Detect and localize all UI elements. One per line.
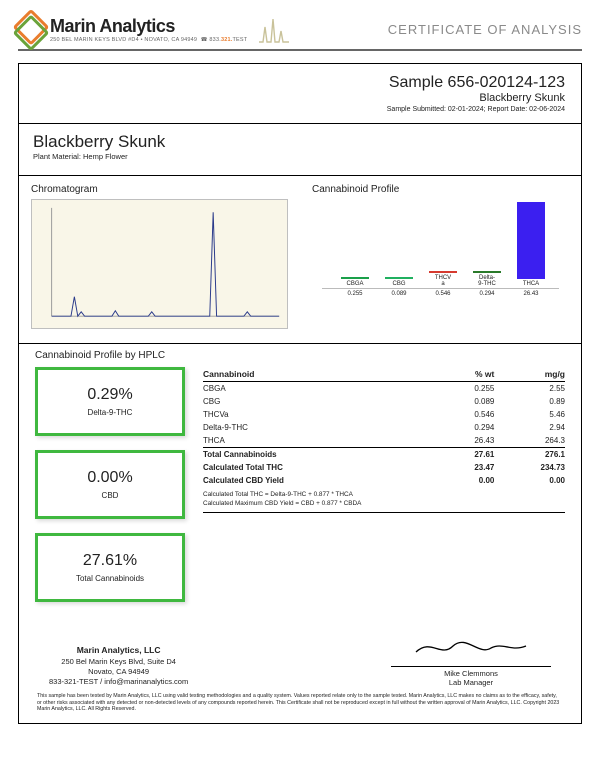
calc-notes: Calculated Total THC = Delta-9-THC + 0.8… <box>203 491 565 513</box>
chromatogram-panel: Chromatogram <box>19 180 300 339</box>
bar <box>429 271 457 273</box>
bar-column: THCVa <box>428 271 458 288</box>
cannabinoid-table: Cannabinoid% wtmg/g CBGA0.2552.55CBG0.08… <box>203 367 565 602</box>
hplc-title: Cannabinoid Profile by HPLC <box>19 348 581 367</box>
bar-value: 26.43 <box>523 291 538 297</box>
summary-box: 0.00% CBD <box>35 450 185 519</box>
bar-label: CBG <box>392 281 405 288</box>
summary-value: 0.00% <box>44 469 176 487</box>
table-total-row: Total Cannabinoids27.61276.1 <box>203 448 565 462</box>
content-frame: Sample 656-020124-123 Blackberry Skunk S… <box>18 63 582 724</box>
table-row: CBGA0.2552.55 <box>203 382 565 396</box>
disclaimer-text: This sample has been tested by Marin Ana… <box>19 693 581 723</box>
bar-column: THCA <box>516 202 546 288</box>
bar-value: 0.089 <box>391 291 406 297</box>
footer: Marin Analytics, LLC 250 Bel Marin Keys … <box>19 618 581 693</box>
summary-label: Delta-9-THC <box>44 408 176 417</box>
sample-name: Blackberry Skunk <box>35 92 565 104</box>
profile-panel: Cannabinoid Profile CBGA CBG THCVa Delta-9-… <box>300 180 581 339</box>
coa-title: CERTIFICATE OF ANALYSIS <box>388 22 582 37</box>
chromatogram-chart <box>31 199 288 329</box>
summary-label: Total Cannabinoids <box>44 574 176 583</box>
bar-column: CBGA <box>340 277 370 288</box>
hplc-section: 0.29% Delta-9-THC 0.00% CBD 27.61% Total Cann… <box>19 367 581 618</box>
brand-text: Marin Analytics 250 BEL MARIN KEYS BLVD … <box>50 16 247 43</box>
bar-value: 0.546 <box>435 291 450 297</box>
table-row: CBG0.0890.89 <box>203 395 565 408</box>
bar-value: 0.255 <box>347 291 362 297</box>
product-block: Blackberry Skunk Plant Material: Hemp Fl… <box>19 128 581 171</box>
table-header: mg/g <box>494 367 565 382</box>
divider <box>19 123 581 124</box>
header-peaks-icon <box>259 17 289 43</box>
signature-block: Mike Clemmons Lab Manager <box>391 636 551 687</box>
bar-label: THCA <box>523 281 539 288</box>
bar-label: CBGA <box>346 281 363 288</box>
summary-box: 0.29% Delta-9-THC <box>35 367 185 436</box>
bar-label: THCVa <box>435 275 451 288</box>
charts-row: Chromatogram Cannabinoid Profile CBGACBG… <box>19 180 581 339</box>
product-material: Plant Material: Hemp Flower <box>33 152 567 161</box>
bar-values-row: 0.255 0.089 0.546 0.294 26.43 <box>322 289 559 297</box>
bar-column: Delta-9-THC <box>472 271 502 288</box>
table-total-row: Calculated CBD Yield0.000.00 <box>203 474 565 487</box>
company-name: Marin Analytics <box>50 16 247 37</box>
bar <box>517 202 545 280</box>
summary-value: 0.29% <box>44 386 176 404</box>
summary-label: CBD <box>44 491 176 500</box>
lab-logo-icon <box>13 11 50 48</box>
profile-title: Cannabinoid Profile <box>312 184 569 195</box>
table-row: THCA26.43264.3 <box>203 434 565 448</box>
lab-address: Marin Analytics, LLC 250 Bel Marin Keys … <box>49 645 188 687</box>
company-subline: 250 BEL MARIN KEYS BLVD #D4 • NOVATO, CA… <box>50 37 247 43</box>
summary-boxes: 0.29% Delta-9-THC 0.00% CBD 27.61% Total Cann… <box>35 367 185 602</box>
chromatogram-title: Chromatogram <box>31 184 288 195</box>
product-name: Blackberry Skunk <box>33 132 567 152</box>
table-header: % wt <box>437 367 495 382</box>
summary-value: 27.61% <box>44 552 176 570</box>
bar-column: CBG <box>384 277 414 288</box>
table-total-row: Calculated Total THC23.47234.73 <box>203 461 565 474</box>
sample-id: Sample 656-020124-123 <box>35 74 565 92</box>
bar-label: Delta-9-THC <box>478 275 496 288</box>
bar-value: 0.294 <box>479 291 494 297</box>
summary-box: 27.61% Total Cannabinoids <box>35 533 185 602</box>
certificate-page: Marin Analytics 250 BEL MARIN KEYS BLVD … <box>0 0 600 777</box>
bar <box>473 271 501 273</box>
sample-info: Sample 656-020124-123 Blackberry Skunk S… <box>19 64 581 119</box>
bar <box>341 277 369 279</box>
divider <box>19 175 581 176</box>
sample-dates: Sample Submitted: 02-01-2024; Report Dat… <box>35 106 565 113</box>
chromatogram-svg <box>32 200 287 328</box>
brand-block: Marin Analytics 250 BEL MARIN KEYS BLVD … <box>18 16 289 43</box>
signature-line: Mike Clemmons Lab Manager <box>391 666 551 687</box>
signature-icon <box>411 636 531 660</box>
page-header: Marin Analytics 250 BEL MARIN KEYS BLVD … <box>18 16 582 51</box>
profile-bar-chart: CBGACBGTHCVaDelta-9-THCTHCA 0.2550.0890.… <box>312 199 569 319</box>
table-row: Delta-9-THC0.2942.94 <box>203 421 565 434</box>
table-row: THCVa0.5465.46 <box>203 408 565 421</box>
bars-area: CBGA CBG THCVa Delta-9-THC THCA <box>322 199 559 289</box>
divider <box>19 343 581 344</box>
bar <box>385 277 413 279</box>
table-header: Cannabinoid <box>203 367 437 382</box>
